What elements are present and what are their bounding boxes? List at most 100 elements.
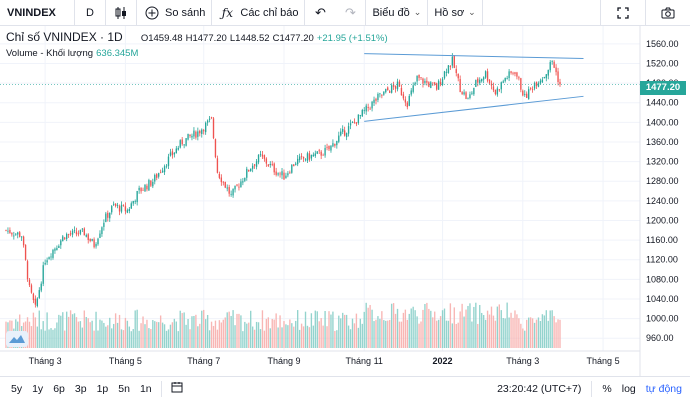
volume-bar bbox=[371, 309, 373, 348]
candle-body bbox=[218, 173, 221, 178]
percent-toggle[interactable]: % bbox=[602, 382, 612, 395]
volume-bar bbox=[103, 322, 105, 348]
volume-bar bbox=[195, 314, 197, 348]
volume-bar bbox=[165, 330, 168, 348]
volume-bar bbox=[158, 322, 160, 348]
volume-bar bbox=[64, 330, 66, 348]
volume-bar bbox=[345, 314, 348, 348]
volume-bar bbox=[512, 317, 514, 348]
candle-body bbox=[85, 235, 87, 237]
volume-bar bbox=[318, 321, 320, 348]
candle-body bbox=[394, 86, 397, 89]
volume-bar bbox=[435, 320, 438, 348]
volume-bar bbox=[136, 309, 138, 348]
candle-body bbox=[159, 172, 162, 174]
range-3p[interactable]: 3p bbox=[74, 382, 87, 395]
price-tick-label: 1000.00 bbox=[646, 314, 679, 324]
candle-body bbox=[185, 138, 187, 146]
volume-bar bbox=[437, 319, 440, 348]
volume-bar bbox=[295, 320, 297, 348]
candle-body bbox=[549, 62, 551, 71]
range-6p[interactable]: 6p bbox=[53, 382, 65, 395]
candle-body bbox=[408, 95, 410, 106]
range-1n[interactable]: 1n bbox=[139, 382, 152, 395]
legend-high: H1477.20 bbox=[185, 33, 227, 44]
candle-style-button[interactable] bbox=[106, 0, 136, 26]
volume-bar bbox=[481, 312, 483, 348]
range-1p[interactable]: 1p bbox=[96, 382, 109, 395]
interval-button[interactable]: D bbox=[75, 0, 105, 26]
chart-label: Biểu đồ bbox=[372, 6, 410, 19]
compare-button[interactable]: So sánh bbox=[137, 0, 211, 26]
range-5n[interactable]: 5n bbox=[118, 382, 130, 395]
candle-body bbox=[126, 210, 129, 213]
volume-bar bbox=[210, 321, 213, 348]
snapshot-button[interactable] bbox=[646, 0, 690, 26]
candle-body bbox=[136, 190, 138, 203]
trendline-upper[interactable] bbox=[364, 53, 584, 60]
symbol-label[interactable]: VNINDEX bbox=[7, 6, 56, 19]
trendline-lower[interactable] bbox=[364, 95, 584, 122]
candle-body bbox=[302, 156, 305, 159]
plus-circle-icon bbox=[143, 4, 161, 22]
volume-bar bbox=[148, 328, 150, 348]
toolbar-divider bbox=[427, 0, 429, 26]
volume-bar bbox=[77, 321, 80, 348]
tv-logo[interactable] bbox=[6, 331, 28, 347]
log-toggle[interactable]: log bbox=[621, 382, 636, 395]
volume-bar bbox=[67, 316, 70, 348]
volume-bar bbox=[159, 315, 162, 348]
undo-button[interactable]: ↶ bbox=[305, 0, 335, 26]
redo-button[interactable]: ↷ bbox=[335, 0, 365, 26]
volume-bar bbox=[447, 320, 450, 348]
volume-bar bbox=[510, 312, 512, 348]
range-1y[interactable]: 1y bbox=[32, 382, 44, 395]
volume-bar bbox=[559, 319, 561, 348]
candle-body bbox=[161, 170, 164, 173]
volume-bar bbox=[531, 318, 534, 348]
volume-bar bbox=[34, 317, 37, 348]
auto-scale-toggle[interactable]: tự động bbox=[645, 382, 682, 395]
candle-body bbox=[238, 186, 240, 188]
indicators-button[interactable]: ƒx Các chỉ báo bbox=[212, 0, 304, 26]
candle-body bbox=[17, 232, 19, 235]
fullscreen-button[interactable] bbox=[601, 0, 645, 26]
candle-body bbox=[418, 74, 420, 78]
volume-bar bbox=[320, 318, 322, 348]
candle-body bbox=[158, 173, 160, 177]
time-axis[interactable]: Tháng 3 Tháng 5 Tháng 7 Tháng 9 Tháng 11 2022… bbox=[29, 356, 620, 366]
candle-body bbox=[152, 181, 154, 187]
range-5y[interactable]: 5y bbox=[11, 382, 23, 395]
chart-menu-button[interactable]: Biểu đồ ⌄ bbox=[366, 0, 427, 26]
candle-body bbox=[203, 130, 205, 132]
candle-body bbox=[338, 135, 340, 142]
candle-body bbox=[83, 228, 85, 236]
candle-body bbox=[24, 244, 27, 260]
price-tick-label: 1080.00 bbox=[646, 274, 679, 284]
candle-body bbox=[320, 151, 322, 156]
candle-body bbox=[34, 298, 37, 305]
candle-body bbox=[11, 232, 13, 235]
volume-bar bbox=[332, 311, 334, 348]
volume-bar bbox=[259, 329, 262, 348]
volume-bar bbox=[240, 315, 242, 348]
candle-body bbox=[475, 79, 477, 87]
volume-bar bbox=[308, 327, 311, 348]
clock-label[interactable]: 23:20:42 (UTC+7) bbox=[497, 382, 582, 395]
volume-bar bbox=[410, 308, 412, 348]
volume-legend-label: Volume - Khối lượng bbox=[6, 48, 94, 59]
candle-body bbox=[187, 133, 189, 140]
candle-body bbox=[363, 110, 365, 112]
volume-bar bbox=[461, 303, 463, 348]
volume-bar bbox=[185, 324, 187, 348]
candle-body bbox=[412, 85, 414, 92]
candle-body bbox=[437, 80, 440, 90]
candle-body bbox=[383, 91, 385, 95]
volume-bar bbox=[267, 317, 270, 348]
price-chart[interactable]: 1560.001520.001480.001440.001400.001360.… bbox=[0, 26, 690, 376]
goto-date-button[interactable] bbox=[166, 381, 188, 396]
volume-bar bbox=[234, 325, 236, 348]
candle-body bbox=[390, 85, 393, 93]
profile-menu-button[interactable]: Hồ sơ ⌄ bbox=[428, 0, 481, 26]
candle-body bbox=[263, 155, 266, 159]
